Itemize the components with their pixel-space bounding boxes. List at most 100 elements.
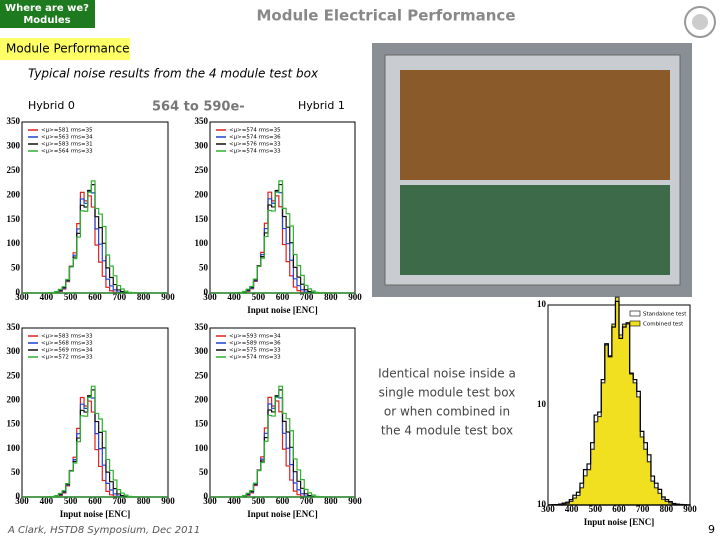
histogram	[210, 180, 355, 294]
y-tick-label: 100	[7, 238, 21, 248]
legend-text: <μ>=574 rms=33	[229, 355, 281, 361]
x-tick-label: 600	[612, 504, 626, 514]
y-tick-label: 200	[7, 394, 21, 404]
x-tick-label: 700	[300, 292, 314, 302]
y-tick-label: 50	[11, 263, 21, 273]
y-tick-label: 0	[204, 287, 209, 297]
legend-text: <μ>=569 rms=34	[41, 348, 93, 354]
y-tick-label: 100	[195, 443, 209, 453]
legend-text: <μ>=583 rms=31	[41, 142, 93, 148]
legend-text: <μ>=593 rms=34	[229, 334, 281, 340]
tag-text: Where are we?	[5, 3, 89, 14]
x-tick-label: 400	[40, 292, 54, 302]
y-tick-label: 150	[195, 419, 209, 429]
x-tick-label: 800	[137, 292, 151, 302]
y-tick-label: 150	[195, 214, 209, 224]
x-tick-label: 300	[203, 292, 217, 302]
legend-text: <μ>=576 rms=33	[229, 142, 281, 148]
y-tick-label: 200	[195, 394, 209, 404]
legend-text: <μ>=574 rms=35	[229, 128, 281, 134]
legend-text: <μ>=581 rms=35	[41, 128, 93, 134]
y-tick-label: 250	[7, 165, 21, 175]
x-tick-label: 600	[88, 292, 102, 302]
tag-box	[0, 0, 95, 28]
y-tick-label: 100	[195, 238, 209, 248]
x-tick-label: 700	[300, 496, 314, 506]
x-axis-label: Input noise [ENC]	[247, 509, 318, 519]
photo	[372, 43, 692, 297]
legend-swatch	[629, 310, 641, 317]
x-tick-label: 700	[636, 504, 650, 514]
y-tick-label: 150	[7, 214, 21, 224]
y-tick-label: 350	[7, 322, 21, 332]
legend-text: <μ>=589 rms=36	[229, 341, 281, 347]
x-tick-label: 500	[252, 292, 266, 302]
slide-title: Module Electrical Performance	[256, 7, 515, 25]
y-tick-label: 350	[195, 116, 209, 126]
y-tick-label: 50	[199, 467, 209, 477]
x-tick-label: 800	[660, 504, 674, 514]
x-tick-label: 900	[348, 496, 362, 506]
y-tick-label: 250	[7, 370, 21, 380]
x-tick-label: 800	[324, 496, 338, 506]
x-tick-label: 400	[40, 496, 54, 506]
legend-text: <μ>=583 rms=33	[41, 334, 93, 340]
y-tick-label: 10	[537, 299, 547, 309]
legend-swatch	[629, 320, 641, 327]
y-tick-label: 0	[204, 491, 209, 501]
label: Hybrid 0	[28, 99, 75, 112]
x-tick-label: 300	[15, 292, 29, 302]
x-tick-label: 500	[64, 496, 78, 506]
x-tick-label: 800	[324, 292, 338, 302]
legend-text: Standalone test	[643, 312, 687, 318]
legend-text: <μ>=572 rms=33	[41, 355, 93, 361]
y-tick-label: 200	[7, 189, 21, 199]
x-tick-label: 900	[161, 292, 175, 302]
histogram	[22, 385, 168, 498]
y-tick-label: 250	[195, 370, 209, 380]
x-tick-label: 600	[276, 496, 290, 506]
x-tick-label: 300	[203, 496, 217, 506]
y-tick-label: 300	[7, 140, 21, 150]
y-tick-label: 100	[7, 443, 21, 453]
x-tick-label: 700	[113, 496, 127, 506]
page-number: 9	[708, 523, 715, 536]
y-tick-label: 50	[199, 263, 209, 273]
y-tick-label: 10	[537, 499, 547, 509]
logo	[684, 6, 716, 38]
logo	[692, 14, 708, 30]
section-title: Module Performance	[6, 42, 130, 56]
legend-text: Combined test	[643, 322, 684, 328]
y-tick-label: 350	[7, 116, 21, 126]
x-axis-label: Input noise [ENC]	[584, 517, 655, 527]
subtitle: Typical noise results from the 4 module …	[28, 67, 319, 81]
y-tick-label: 300	[195, 346, 209, 356]
tag-text: Modules	[23, 15, 70, 26]
y-tick-label: 250	[195, 165, 209, 175]
legend-text: <μ>=568 rms=33	[41, 341, 93, 347]
histogram	[210, 385, 355, 498]
legend-text: <μ>=574 rms=36	[229, 135, 281, 141]
y-tick-label: 10	[537, 399, 547, 409]
section-box	[0, 38, 130, 60]
x-tick-label: 700	[113, 292, 127, 302]
x-axis-label: Input noise [ENC]	[247, 305, 318, 315]
x-tick-label: 500	[589, 504, 603, 514]
label: 564 to 590e-	[152, 100, 245, 115]
x-tick-label: 400	[227, 292, 241, 302]
y-tick-label: 150	[7, 419, 21, 429]
x-tick-label: 300	[541, 504, 555, 514]
x-axis-label: Input noise [ENC]	[60, 509, 131, 519]
x-tick-label: 300	[15, 496, 29, 506]
histogram	[548, 300, 691, 506]
note-text: the 4 module test box	[381, 424, 513, 438]
y-tick-label: 0	[16, 287, 21, 297]
x-tick-label: 400	[227, 496, 241, 506]
y-tick-label: 300	[7, 346, 21, 356]
x-tick-label: 600	[88, 496, 102, 506]
legend-text: <μ>=574 rms=33	[229, 149, 281, 155]
x-tick-label: 500	[252, 496, 266, 506]
x-tick-label: 900	[683, 504, 697, 514]
histogram	[22, 180, 168, 294]
